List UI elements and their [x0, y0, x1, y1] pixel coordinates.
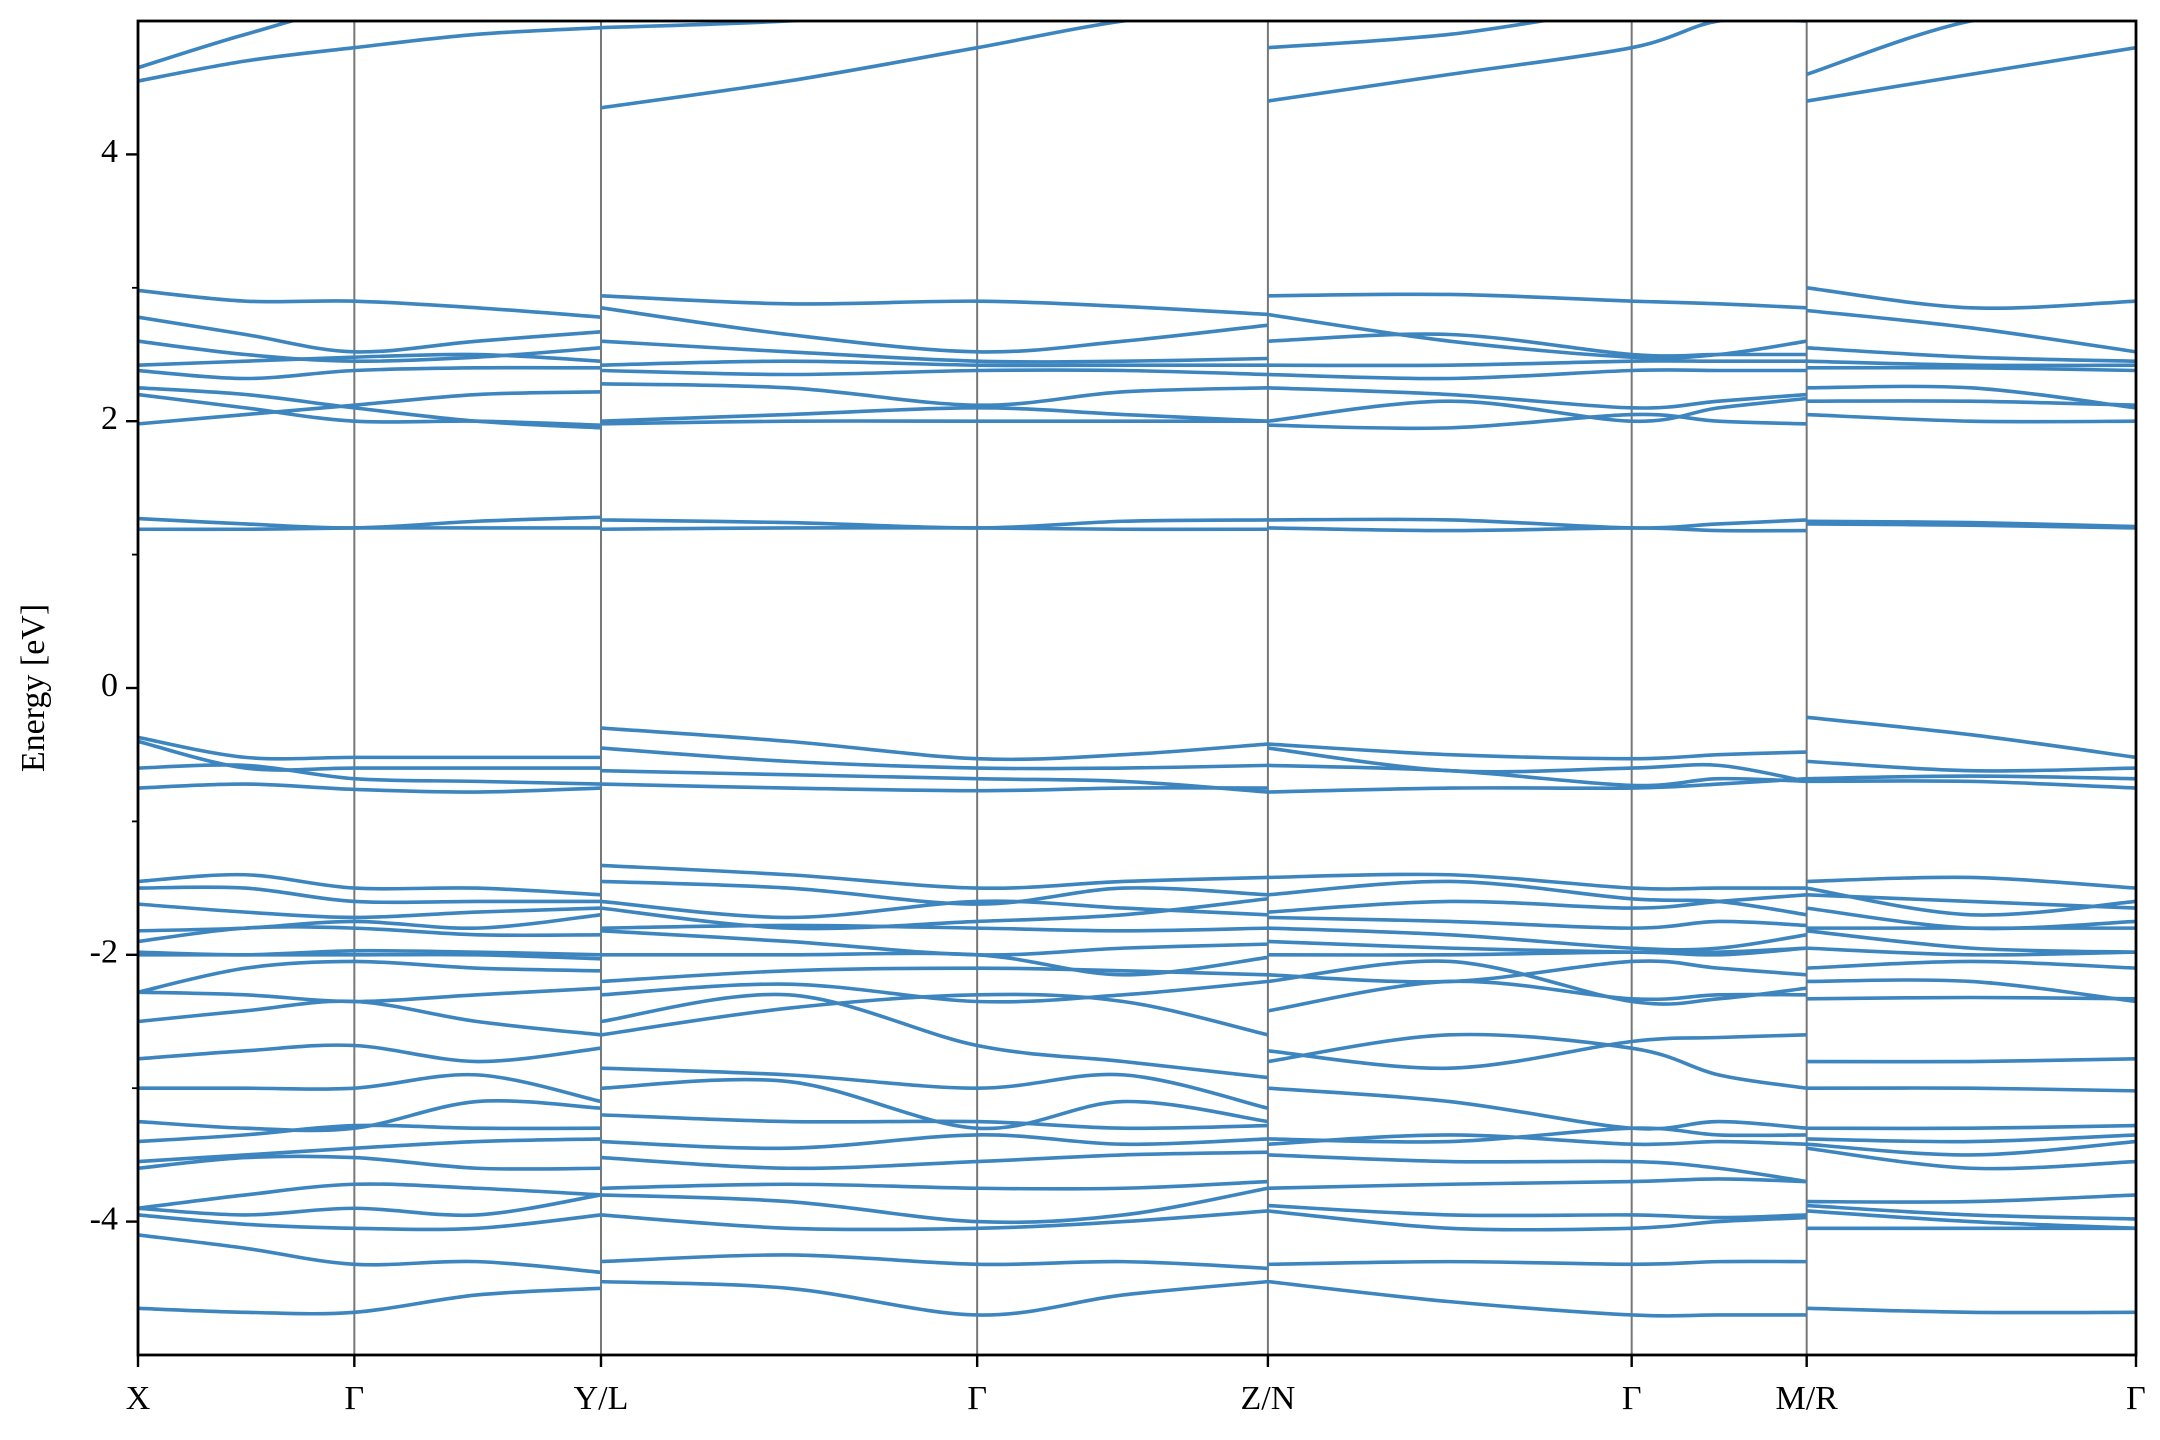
- axes-layer: -4 -2 0 2 4 X Γ Y/L Γ Z/N Γ M/R Γ: [90, 133, 2146, 1417]
- band-line: [138, 522, 2136, 533]
- x-tick-label: M/R: [1775, 1380, 1838, 1417]
- y-tick-label: -4: [90, 1200, 118, 1237]
- band-line: [138, 1226, 2136, 1275]
- grid-layer: [353, 21, 1808, 1355]
- band-line: [138, 896, 2136, 933]
- x-tick-label: Z/N: [1241, 1380, 1296, 1417]
- band-line: [138, 1133, 2136, 1164]
- band-line: [138, 21, 1981, 77]
- band-line: [138, 946, 2136, 977]
- band-line: [138, 776, 2136, 794]
- band-line: [138, 1279, 2136, 1318]
- y-tick-label: 0: [101, 667, 118, 704]
- band-line: [138, 1032, 2136, 1110]
- x-tick-label: Γ: [345, 1380, 365, 1417]
- band-line: [138, 286, 2136, 319]
- x-tick-label: Γ: [2126, 1380, 2146, 1417]
- y-tick-label: 2: [101, 400, 118, 437]
- x-tick-label: Y/L: [574, 1380, 629, 1417]
- x-tick-label: Γ: [1622, 1380, 1642, 1417]
- band-line: [138, 1146, 2136, 1184]
- band-line: [138, 1209, 2136, 1232]
- band-line: [138, 923, 2136, 952]
- band-line: [138, 1113, 2136, 1144]
- band-line: [138, 306, 2136, 360]
- bands-layer: [138, 21, 2136, 1318]
- y-tick-label: -2: [90, 934, 118, 971]
- band-line: [138, 1077, 2136, 1133]
- band-line: [138, 332, 2136, 364]
- band-line: [138, 392, 2136, 427]
- band-line: [138, 863, 2136, 897]
- x-tick-label: Γ: [967, 1380, 987, 1417]
- band-line: [138, 390, 2136, 431]
- band-line: [138, 979, 2136, 1037]
- y-axis-label: Energy [eV]: [15, 604, 52, 772]
- band-line: [138, 763, 2136, 794]
- band-line: [138, 21, 2136, 110]
- y-tick-label: 4: [101, 133, 118, 170]
- band-line: [138, 892, 2136, 920]
- band-line: [138, 1186, 2136, 1225]
- band-line: [138, 365, 2136, 381]
- band-line: [138, 715, 2136, 762]
- band-line: [138, 382, 2136, 430]
- band-line: [138, 352, 2136, 368]
- band-line: [138, 739, 2136, 784]
- band-line: [138, 879, 2136, 917]
- band-line: [138, 959, 2136, 994]
- x-tick-label: X: [126, 1380, 151, 1417]
- band-line: [138, 1177, 2136, 1211]
- band-line: [138, 992, 2136, 1080]
